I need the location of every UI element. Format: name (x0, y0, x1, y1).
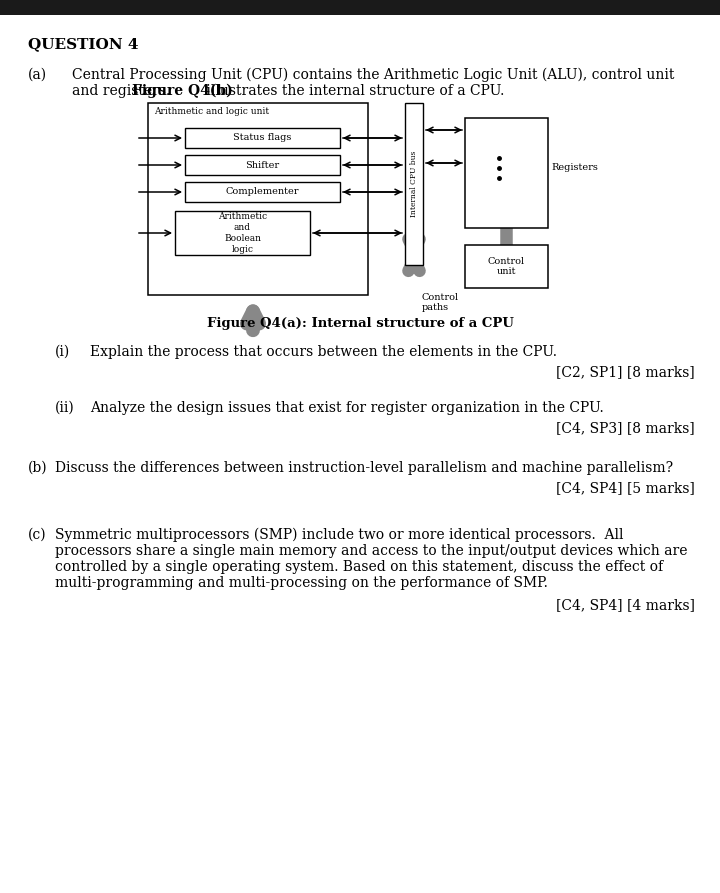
Text: illustrates the internal structure of a CPU.: illustrates the internal structure of a … (202, 84, 505, 98)
Text: [C4, SP4] [5 marks]: [C4, SP4] [5 marks] (556, 481, 695, 495)
Text: (c): (c) (28, 528, 47, 542)
Text: Analyze the design issues that exist for register organization in the CPU.: Analyze the design issues that exist for… (90, 401, 604, 415)
Bar (185, 182, 340, 202)
Bar (148, 103, 368, 295)
Text: Explain the process that occurs between the elements in the CPU.: Explain the process that occurs between … (90, 345, 557, 359)
Text: and registers.: and registers. (72, 84, 175, 98)
Text: (i): (i) (55, 345, 71, 359)
Bar (175, 211, 310, 255)
Text: (a): (a) (28, 68, 47, 82)
Text: processors share a single main memory and access to the input/output devices whi: processors share a single main memory an… (55, 544, 688, 558)
Text: [C4, SP4] [4 marks]: [C4, SP4] [4 marks] (556, 598, 695, 612)
Text: Arithmetic and logic unit: Arithmetic and logic unit (154, 107, 269, 116)
Text: (b): (b) (28, 461, 48, 475)
Bar (185, 128, 340, 148)
Bar (185, 155, 340, 175)
Text: Control
unit: Control unit (488, 257, 525, 276)
Text: Discuss the differences between instruction-level parallelism and machine parall: Discuss the differences between instruct… (55, 461, 673, 475)
Text: [C4, SP3] [8 marks]: [C4, SP3] [8 marks] (557, 421, 695, 435)
Text: Registers: Registers (551, 163, 598, 172)
Text: Central Processing Unit (CPU) contains the Arithmetic Logic Unit (ALU), control : Central Processing Unit (CPU) contains t… (72, 68, 675, 82)
Bar (465, 245, 548, 288)
Text: Figure Q4(a): Internal structure of a CPU: Figure Q4(a): Internal structure of a CP… (207, 317, 513, 330)
Text: Status flags: Status flags (233, 133, 292, 143)
Bar (405, 103, 423, 265)
Text: Control
paths: Control paths (422, 293, 459, 313)
Text: QUESTION 4: QUESTION 4 (28, 37, 138, 51)
Text: Figure Q4(b): Figure Q4(b) (132, 84, 233, 98)
Text: [C2, SP1] [8 marks]: [C2, SP1] [8 marks] (557, 365, 695, 379)
Text: controlled by a single operating system. Based on this statement, discuss the ef: controlled by a single operating system.… (55, 560, 663, 574)
Text: Shifter: Shifter (246, 161, 279, 170)
Text: Symmetric multiprocessors (SMP) include two or more identical processors.  All: Symmetric multiprocessors (SMP) include … (55, 528, 624, 542)
Text: Complementer: Complementer (226, 188, 300, 196)
Bar (465, 118, 548, 228)
Text: Internal CPU bus: Internal CPU bus (410, 151, 418, 217)
Text: (ii): (ii) (55, 401, 75, 415)
Bar (0, 0, 720, 15)
Text: multi-programming and multi-processing on the performance of SMP.: multi-programming and multi-processing o… (55, 576, 548, 590)
Text: Arithmetic
and
Boolean
logic: Arithmetic and Boolean logic (218, 213, 267, 254)
